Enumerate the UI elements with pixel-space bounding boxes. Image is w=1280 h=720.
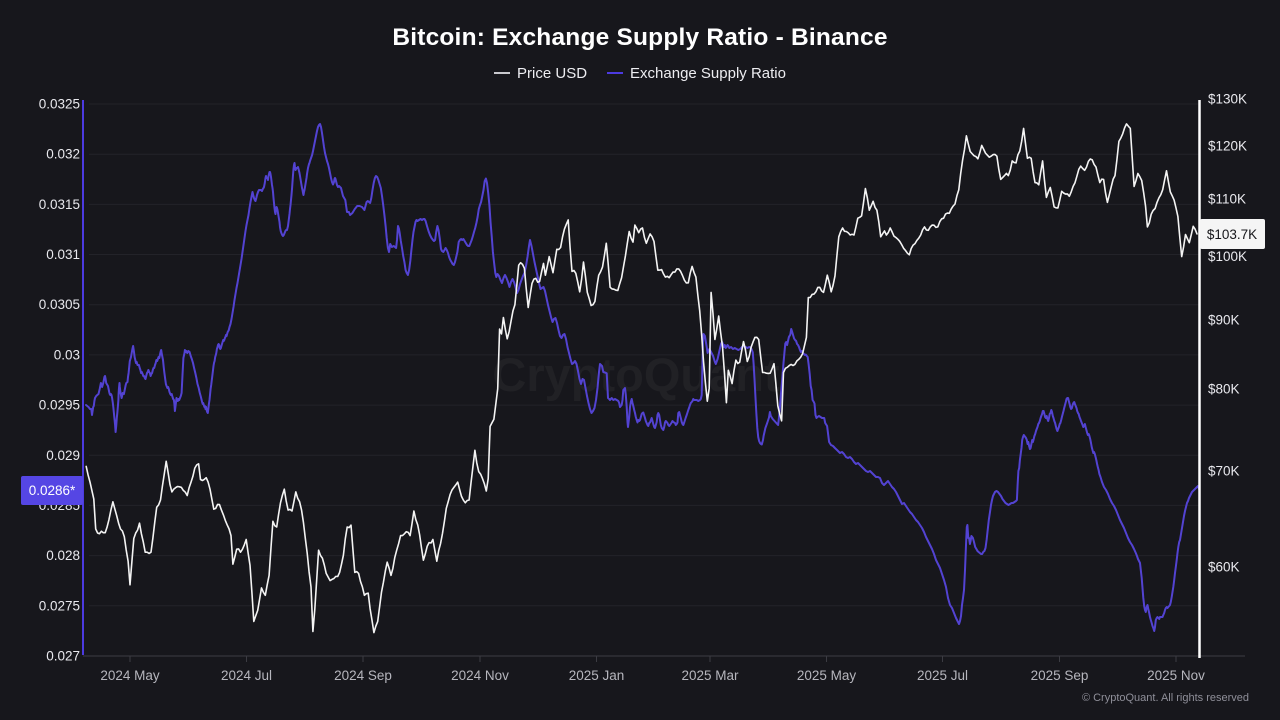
- svg-text:0.0305: 0.0305: [39, 297, 80, 312]
- svg-text:0.0286*: 0.0286*: [29, 483, 76, 498]
- svg-text:$130K: $130K: [1208, 92, 1247, 107]
- svg-text:0.0275: 0.0275: [39, 598, 80, 613]
- svg-text:2025 Jul: 2025 Jul: [917, 668, 968, 683]
- svg-text:$100K: $100K: [1208, 249, 1247, 264]
- svg-text:0.0315: 0.0315: [39, 197, 80, 212]
- svg-text:0.032: 0.032: [46, 147, 80, 162]
- svg-text:$70K: $70K: [1208, 464, 1240, 479]
- svg-text:0.03: 0.03: [54, 347, 80, 362]
- svg-text:$80K: $80K: [1208, 382, 1240, 397]
- svg-text:$120K: $120K: [1208, 139, 1247, 154]
- svg-text:2025 May: 2025 May: [797, 668, 857, 683]
- svg-text:2024 Jul: 2024 Jul: [221, 668, 272, 683]
- svg-text:$60K: $60K: [1208, 560, 1240, 575]
- svg-text:0.027: 0.027: [46, 649, 80, 664]
- svg-text:0.029: 0.029: [46, 448, 80, 463]
- svg-text:2024 Sep: 2024 Sep: [334, 668, 392, 683]
- svg-text:$90K: $90K: [1208, 313, 1240, 328]
- svg-text:2025 Jan: 2025 Jan: [569, 668, 625, 683]
- svg-text:2024 May: 2024 May: [100, 668, 160, 683]
- svg-text:2024 Nov: 2024 Nov: [451, 668, 509, 683]
- svg-text:2025 Mar: 2025 Mar: [681, 668, 739, 683]
- svg-text:$110K: $110K: [1208, 192, 1246, 207]
- svg-text:0.0325: 0.0325: [39, 97, 80, 112]
- svg-text:2025 Nov: 2025 Nov: [1147, 668, 1205, 683]
- svg-text:$103.7K: $103.7K: [1207, 227, 1257, 242]
- svg-text:CryptoQuant: CryptoQuant: [492, 348, 780, 401]
- svg-text:2025 Sep: 2025 Sep: [1031, 668, 1089, 683]
- svg-text:0.0295: 0.0295: [39, 398, 80, 413]
- svg-text:0.028: 0.028: [46, 548, 80, 563]
- svg-text:0.031: 0.031: [46, 247, 80, 262]
